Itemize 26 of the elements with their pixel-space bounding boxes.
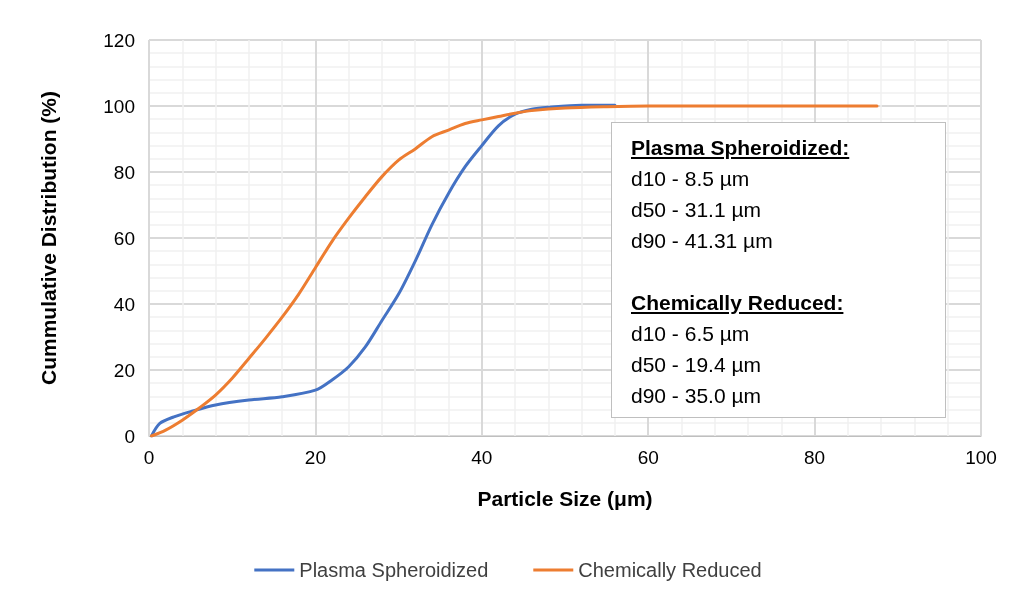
y-tick-label: 80 [113,161,135,183]
y-tick-label: 0 [124,425,135,447]
y-tick-label: 60 [113,227,135,249]
annotation: d90 - 41.31 µm [631,229,773,252]
annotation: d50 - 31.1 µm [631,198,761,221]
line-series [150,104,879,438]
annotation: d10 - 8.5 µm [631,167,750,190]
y-tick-label: 100 [103,95,135,117]
x-axis-title: Particle Size (μm) [477,487,653,510]
y-tick-label: 20 [113,359,135,381]
x-tick-label: 0 [143,447,155,468]
y-tick-label: 120 [103,29,135,51]
x-tick-label: 80 [804,447,826,468]
x-tick-label: 100 [965,447,997,468]
annotation: d50 - 19.4 µm [631,353,761,376]
x-tick-label: 40 [471,447,493,468]
annotation: d10 - 6.5 µm [631,322,750,345]
annotation: Chemically Reduced: [631,291,844,314]
annotation: d90 - 35.0 µm [631,384,761,407]
x-tick-label: 60 [637,447,659,468]
annotation: Plasma Spheroidized: [631,136,850,159]
y-axis-title: Cummulative Distribution (%) [37,90,60,386]
y-tick-label: 40 [113,293,135,315]
x-tick-label: 20 [304,447,326,468]
legend-label: Chemically Reduced [578,559,762,581]
legend-label: Plasma Spheroidized [299,559,489,581]
